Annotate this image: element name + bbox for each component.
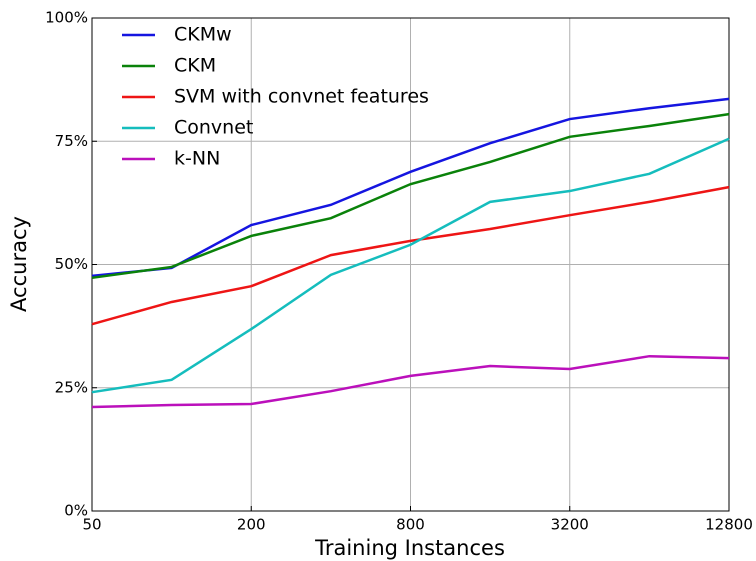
- x-tick-label: 800: [396, 516, 425, 534]
- y-tick-label: 25%: [55, 378, 88, 396]
- series-line: [91, 137, 730, 394]
- y-tick-label: 75%: [55, 132, 88, 150]
- series-line: [91, 97, 730, 278]
- series-line: [91, 185, 730, 326]
- legend-label: Convnet: [174, 117, 253, 139]
- x-tick-label: 200: [237, 516, 266, 534]
- legend-label: CKM: [174, 55, 216, 77]
- legend-label: CKMw: [174, 24, 232, 46]
- series-line: [91, 112, 730, 280]
- x-tick-label: 12800: [705, 516, 753, 534]
- y-tick-label: 100%: [45, 9, 88, 27]
- y-tick-label: 0%: [64, 502, 88, 520]
- series-line: [91, 354, 730, 409]
- plot-frame: [91, 17, 730, 512]
- legend-label: SVM with convnet features: [174, 86, 429, 108]
- y-tick-label: 50%: [55, 255, 88, 273]
- x-tick-label: 3200: [551, 516, 589, 534]
- x-axis-label: Training Instances: [314, 536, 505, 560]
- x-tick-label: 50: [82, 516, 101, 534]
- legend-label: k-NN: [174, 148, 220, 170]
- y-axis-label: Accuracy: [7, 216, 31, 312]
